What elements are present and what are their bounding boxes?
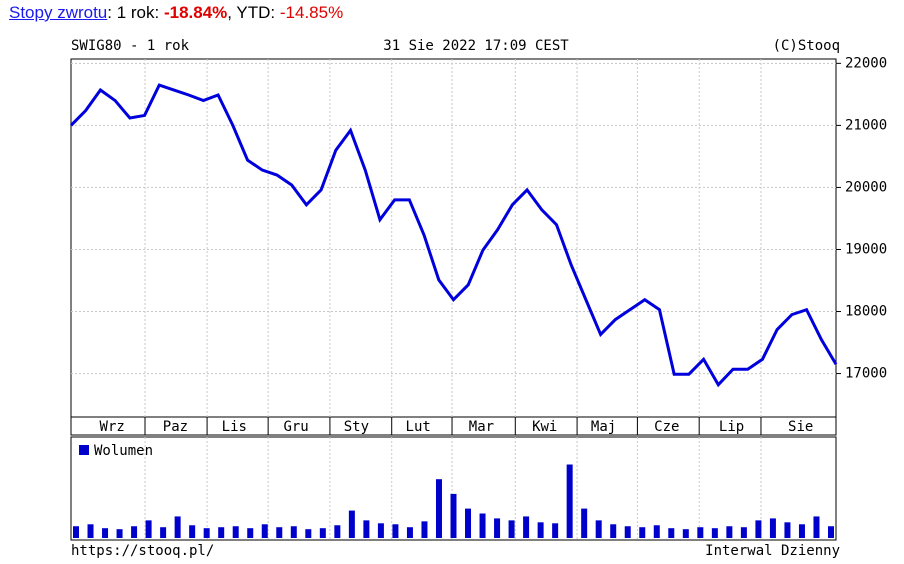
volume-bar bbox=[421, 521, 428, 538]
volume-bar bbox=[726, 526, 733, 538]
volume-bar bbox=[203, 528, 210, 538]
x-tick-label: Maj bbox=[591, 419, 616, 435]
volume-bar bbox=[552, 523, 559, 538]
volume-bar bbox=[145, 520, 152, 538]
y-tick-label: 18000 bbox=[845, 304, 887, 320]
ytd-return: -14.85% bbox=[279, 3, 344, 22]
volume-bar bbox=[174, 516, 181, 538]
volume-bar bbox=[334, 525, 341, 538]
legend-label: Wolumen bbox=[94, 443, 153, 459]
volume-frame bbox=[70, 436, 837, 541]
volume-bar bbox=[682, 529, 689, 538]
x-tick-label: Sie bbox=[788, 419, 813, 435]
volume-bar bbox=[305, 529, 312, 538]
x-tick-label: Lip bbox=[719, 419, 744, 435]
x-tick-label: Mar bbox=[469, 419, 494, 435]
volume-bar bbox=[392, 524, 399, 538]
volume-bar bbox=[494, 518, 501, 538]
x-tick-label: Cze bbox=[654, 419, 679, 435]
volume-bar bbox=[828, 526, 834, 538]
volume-bar bbox=[639, 527, 646, 538]
volume-bar bbox=[537, 522, 544, 538]
volume-bar bbox=[116, 529, 123, 538]
ytd-label: , YTD: bbox=[227, 3, 280, 22]
volume-bar bbox=[247, 528, 254, 538]
period-label: : 1 rok: bbox=[107, 3, 164, 22]
volume-bar bbox=[508, 520, 515, 538]
x-tick-label: Paz bbox=[163, 419, 188, 435]
x-tick-label: Sty bbox=[344, 419, 369, 435]
footer-interval: Interwal Dzienny bbox=[705, 543, 840, 559]
volume-bar bbox=[740, 527, 747, 538]
volume-bar bbox=[290, 526, 297, 538]
volume-bar bbox=[697, 527, 704, 538]
volume-bar bbox=[160, 527, 167, 538]
volume-bar bbox=[595, 520, 602, 538]
y-tick-label: 21000 bbox=[845, 117, 887, 133]
returns-line: Stopy zwrotu: 1 rok: -18.84%, YTD: -14.8… bbox=[9, 3, 343, 23]
x-tick-label: Gru bbox=[283, 419, 308, 435]
volume-bar bbox=[348, 510, 355, 538]
chart-source: (C)Stooq bbox=[773, 38, 840, 54]
x-tick-label: Kwi bbox=[532, 419, 557, 435]
volume-bar bbox=[668, 528, 675, 538]
volume-bar bbox=[363, 520, 370, 538]
volume-bar bbox=[610, 524, 617, 538]
volume-bar bbox=[218, 527, 225, 538]
volume-bar bbox=[653, 525, 660, 538]
volume-bar bbox=[131, 526, 138, 538]
month-strip bbox=[70, 416, 837, 436]
volume-bar bbox=[711, 528, 718, 538]
volume-bar bbox=[566, 464, 573, 538]
volume-bar bbox=[232, 526, 239, 538]
volume-bar bbox=[798, 524, 805, 538]
volume-bar bbox=[73, 526, 79, 538]
volume-bar bbox=[189, 525, 196, 538]
footer-url: https://stooq.pl/ bbox=[71, 543, 214, 559]
volume-bar bbox=[87, 524, 94, 538]
x-tick-label: Wrz bbox=[100, 419, 125, 435]
y-tick-label: 22000 bbox=[845, 55, 887, 71]
volume-bar bbox=[319, 528, 326, 538]
volume-bar bbox=[523, 516, 530, 538]
x-tick-label: Lis bbox=[222, 419, 247, 435]
volume-bar bbox=[261, 524, 268, 538]
legend-swatch bbox=[79, 445, 89, 455]
volume-bar bbox=[465, 508, 472, 538]
chart-subtitle: 31 Sie 2022 17:09 CEST bbox=[383, 38, 569, 54]
volume-bar bbox=[450, 493, 457, 538]
volume-bar bbox=[624, 526, 631, 538]
y-tick-label: 20000 bbox=[845, 179, 887, 195]
volume-bar bbox=[406, 527, 413, 538]
period-return: -18.84% bbox=[163, 3, 228, 22]
volume-bar bbox=[276, 527, 283, 538]
volume-bar bbox=[769, 518, 776, 538]
volume-bar bbox=[377, 523, 384, 538]
volume-bar bbox=[435, 479, 442, 538]
volume-bar bbox=[102, 528, 109, 538]
volume-bar bbox=[581, 508, 588, 538]
price-frame bbox=[70, 58, 837, 418]
volume-bar bbox=[755, 520, 762, 538]
price-line bbox=[69, 83, 838, 388]
y-tick-label: 19000 bbox=[845, 241, 887, 257]
volume-bar bbox=[479, 513, 486, 538]
returns-link[interactable]: Stopy zwrotu bbox=[9, 3, 108, 22]
y-tick-label: 17000 bbox=[845, 366, 887, 382]
chart-title: SWIG80 - 1 rok bbox=[71, 38, 190, 54]
x-tick-label: Lut bbox=[406, 419, 431, 435]
volume-bar bbox=[784, 522, 791, 538]
volume-bar bbox=[813, 516, 820, 538]
